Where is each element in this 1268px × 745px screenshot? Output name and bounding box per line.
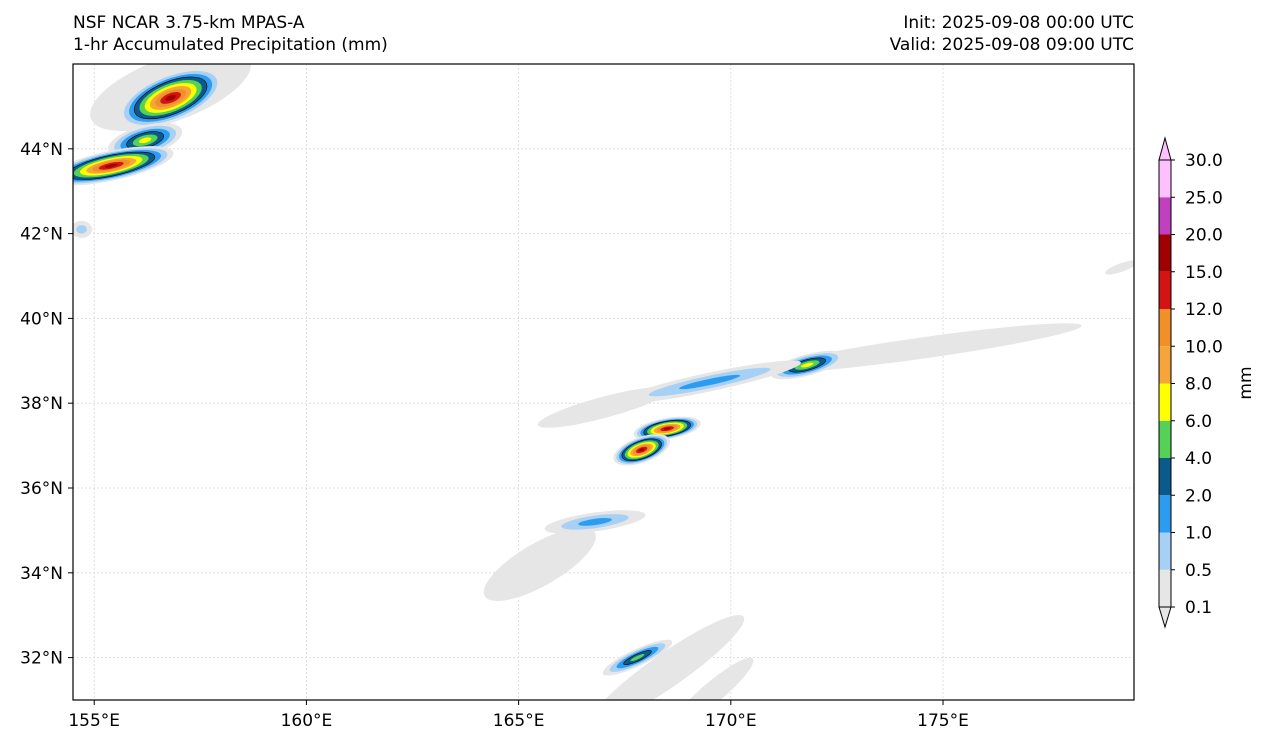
lon-tick-label: 155°E <box>68 711 120 731</box>
map-frame <box>72 63 1135 701</box>
precip-contour-level-9 <box>104 163 118 168</box>
colorbar-segment <box>1159 197 1171 235</box>
cyclone-core-north <box>633 416 701 441</box>
cyclone-core-south <box>613 434 670 466</box>
precip-contour-level-1 <box>76 225 87 234</box>
colorbar-tick-label: 8.0 <box>1185 375 1212 395</box>
precip-contour-level-2 <box>578 518 612 526</box>
colorbar-tick-label: 25.0 <box>1185 188 1223 208</box>
colorbar-tick-label: 0.5 <box>1185 561 1212 581</box>
lon-tick-label: 165°E <box>493 711 545 731</box>
lat-tick-label: 38°N <box>20 394 63 414</box>
lon-tick-label: 160°E <box>281 711 333 731</box>
colorbar-tick-label: 12.0 <box>1185 300 1223 320</box>
colorbar-segment <box>1159 271 1171 309</box>
south-cells <box>602 639 673 676</box>
precip-field <box>73 64 1134 700</box>
colorbar-extend-low <box>1158 606 1172 629</box>
valid-time: Valid: 2025-09-08 09:00 UTC <box>889 35 1134 55</box>
cyclone-spiral-arm <box>544 510 646 534</box>
precip-contour-level-9 <box>638 448 645 452</box>
colorbar-segment <box>1159 495 1171 533</box>
precip-contour-level-4 <box>630 654 645 662</box>
light-precip-area <box>483 527 596 602</box>
colorbar-tick-label: 15.0 <box>1185 263 1223 283</box>
colorbar-segment <box>1159 569 1171 607</box>
map-background <box>73 64 1134 700</box>
precip-contour-level-2 <box>679 374 741 390</box>
lat-tick-label: 32°N <box>20 649 63 669</box>
lon-axis: 155°E 160°E 165°E 170°E 175°E <box>68 700 969 731</box>
precip-contour-level-5 <box>138 137 152 144</box>
colorbar-tick-label: 10.0 <box>1185 337 1223 357</box>
precip-contour-level-5 <box>801 362 814 368</box>
lat-tick-label: 42°N <box>20 225 63 245</box>
gridlines <box>73 64 1134 700</box>
lat-tick-label: 34°N <box>20 564 63 584</box>
light-precip-area <box>762 323 1082 373</box>
nw-band-lower <box>73 146 174 186</box>
colorbar-segment <box>1159 458 1171 496</box>
colorbar-tick-label: 0.1 <box>1185 598 1212 618</box>
colorbar-tick-label: 20.0 <box>1185 226 1223 246</box>
frontal-band-east <box>770 350 845 380</box>
colorbar-tick-label: 2.0 <box>1185 486 1212 506</box>
nw-band-upper <box>118 68 223 128</box>
lat-axis: 32°N 34°N 36°N 38°N 40°N 42°N 44°N <box>20 140 73 669</box>
colorbar-segment <box>1159 383 1171 421</box>
colorbar-extend-high <box>1158 136 1172 161</box>
model-title: NSF NCAR 3.75-km MPAS-A <box>73 13 305 33</box>
precip-contour-level-9 <box>663 427 671 430</box>
lat-tick-label: 40°N <box>20 309 63 329</box>
colorbar-segment <box>1159 532 1171 570</box>
colorbar-segment <box>1159 346 1171 384</box>
light-precip-area <box>674 657 754 700</box>
colorbar: 0.1 0.5 1.0 2.0 4.0 6.0 8.0 10.0 12.0 15.0 20.0 25.… <box>1158 136 1256 629</box>
colorbar-segment <box>1159 420 1171 458</box>
init-time: Init: 2025-09-08 00:00 UTC <box>903 13 1134 33</box>
light-precip-area <box>590 614 745 700</box>
lat-tick-label: 44°N <box>20 140 63 160</box>
colorbar-segment <box>1159 309 1171 347</box>
colorbar-segment <box>1159 160 1171 198</box>
colorbar-tick-label: 30.0 <box>1185 151 1223 171</box>
colorbar-tick-label: 1.0 <box>1185 524 1212 544</box>
colorbar-segment <box>1159 234 1171 272</box>
colorbar-label: mm <box>1236 366 1256 399</box>
lat-tick-label: 36°N <box>20 479 63 499</box>
frontal-band-mid <box>618 360 801 404</box>
lon-tick-label: 175°E <box>917 711 969 731</box>
light-precip-area <box>1105 260 1134 275</box>
colorbar-tick-label: 4.0 <box>1185 449 1212 469</box>
lon-tick-label: 170°E <box>705 711 757 731</box>
precip-contour-level-9 <box>165 94 176 101</box>
colorbar-tick-label: 6.0 <box>1185 412 1212 432</box>
field-title: 1-hr Accumulated Precipitation (mm) <box>73 35 388 55</box>
nw-edge-cell <box>73 220 93 238</box>
